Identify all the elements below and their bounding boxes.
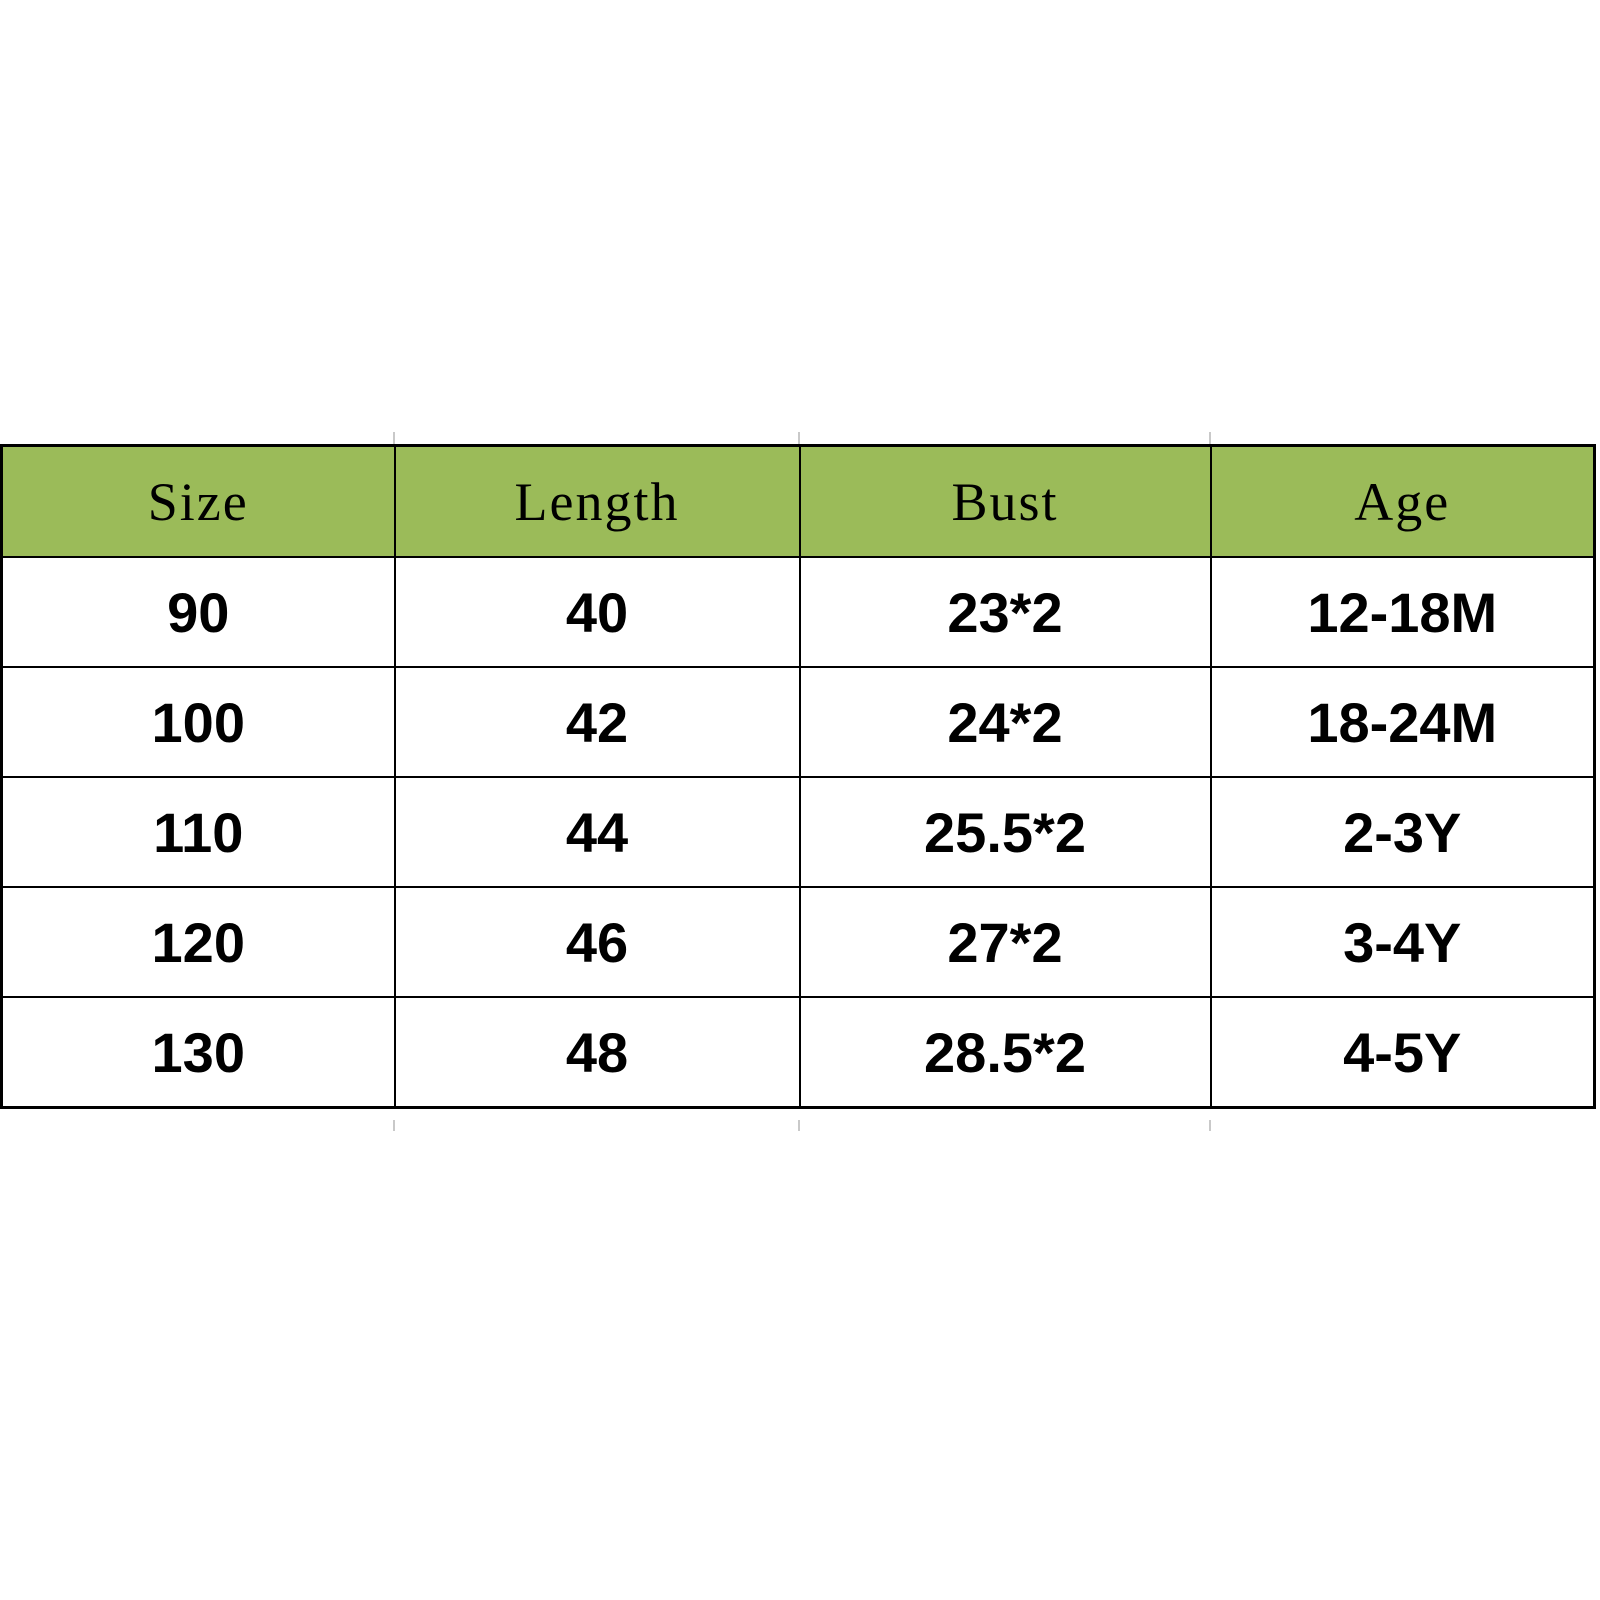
table-cell-size: 90 <box>0 556 396 668</box>
column-divider-stub <box>798 1120 800 1131</box>
column-divider-stub <box>1209 1120 1211 1131</box>
table-cell-age: 4-5Y <box>1209 996 1596 1109</box>
column-header-age: Age <box>1209 444 1596 558</box>
table-row: 90 40 23*2 12-18M <box>0 556 1596 668</box>
header-row: Size Length Bust Age <box>0 444 1596 558</box>
table-cell-size: 110 <box>0 776 396 888</box>
table-row: 110 44 25.5*2 2-3Y <box>0 776 1596 888</box>
table-row: 100 42 24*2 18-24M <box>0 666 1596 778</box>
table-cell-length: 44 <box>393 776 801 888</box>
table-cell-size: 130 <box>0 996 396 1109</box>
column-header-length: Length <box>393 444 801 558</box>
table-cell-age: 3-4Y <box>1209 886 1596 998</box>
column-divider-stub <box>393 1120 395 1131</box>
table-cell-age: 18-24M <box>1209 666 1596 778</box>
table-cell-length: 42 <box>393 666 801 778</box>
table-cell-size: 120 <box>0 886 396 998</box>
table-cell-age: 2-3Y <box>1209 776 1596 888</box>
column-divider-stub <box>393 432 395 445</box>
table-row: 120 46 27*2 3-4Y <box>0 886 1596 998</box>
table-cell-bust: 28.5*2 <box>798 996 1212 1109</box>
table-cell-bust: 24*2 <box>798 666 1212 778</box>
table-cell-bust: 25.5*2 <box>798 776 1212 888</box>
column-header-size: Size <box>0 444 396 558</box>
table-cell-age: 12-18M <box>1209 556 1596 668</box>
table-row: 130 48 28.5*2 4-5Y <box>0 996 1596 1109</box>
table-cell-length: 40 <box>393 556 801 668</box>
column-header-bust: Bust <box>798 444 1212 558</box>
size-chart-table: Size Length Bust Age 90 40 23*2 12-18M 1… <box>0 444 1596 1109</box>
table-cell-bust: 23*2 <box>798 556 1212 668</box>
table-cell-length: 46 <box>393 886 801 998</box>
table-cell-size: 100 <box>0 666 396 778</box>
table-cell-length: 48 <box>393 996 801 1109</box>
column-divider-stub <box>1209 432 1211 445</box>
column-divider-stub <box>798 432 800 445</box>
table-cell-bust: 27*2 <box>798 886 1212 998</box>
